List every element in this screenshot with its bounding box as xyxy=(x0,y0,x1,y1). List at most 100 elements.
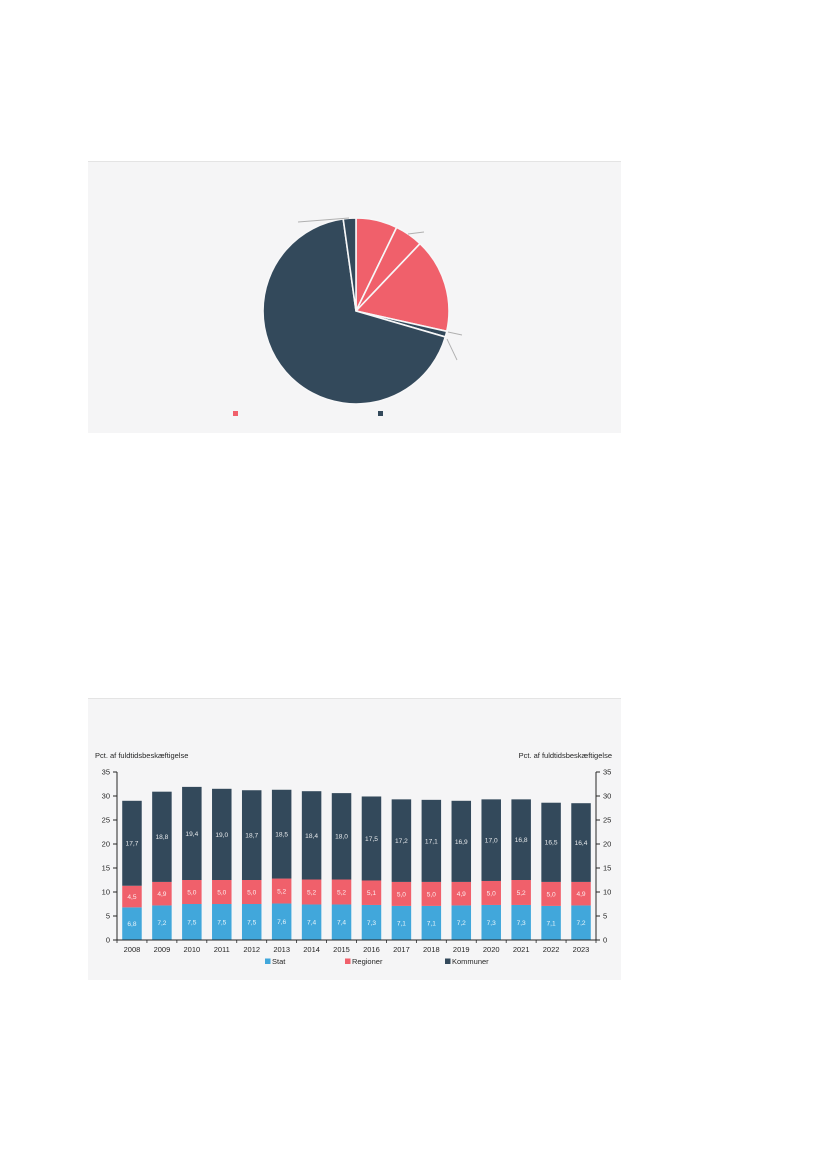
bar-segment-stat-2020 xyxy=(481,904,501,940)
bar-segment-stat-2019 xyxy=(451,905,472,940)
bar-value-label: 17,7 xyxy=(126,841,139,848)
bar-value-label: 7,2 xyxy=(457,920,466,927)
bar-value-label: 4,9 xyxy=(157,891,166,898)
bar-segment-stat-2014 xyxy=(301,904,322,940)
bar-value-label: 5,0 xyxy=(487,890,496,897)
bar-segment-regioner-2023 xyxy=(571,881,591,906)
y-tick-label-left: 15 xyxy=(102,864,110,873)
y-axis-title-right: Pct. af fuldtidsbeskæftigelse xyxy=(518,751,612,760)
bar-value-label: 7,1 xyxy=(397,920,406,927)
y-axis-title-left: Pct. af fuldtidsbeskæftigelse xyxy=(95,751,189,760)
bar-segment-stat-2017 xyxy=(391,905,412,940)
bar-segment-stat-2021 xyxy=(511,904,531,940)
bar-value-label: 5,1 xyxy=(367,890,376,897)
bar-value-label: 16,5 xyxy=(545,840,558,847)
y-tick-label-right: 35 xyxy=(603,768,611,777)
y-tick-label-right: 15 xyxy=(603,864,611,873)
pie-slice xyxy=(355,242,450,333)
x-tick-label: 2022 xyxy=(543,945,560,954)
pie-legend-marker-dark xyxy=(378,411,383,416)
bar-value-label: 5,0 xyxy=(247,889,256,896)
x-tick-label: 2018 xyxy=(423,945,440,954)
bar-segment-kommuner-2018 xyxy=(421,799,442,882)
bar-value-label: 7,3 xyxy=(517,920,526,927)
y-tick-label-right: 5 xyxy=(603,912,607,921)
pie-slice xyxy=(262,218,447,405)
y-tick-label-left: 10 xyxy=(102,888,110,897)
legend-label-kommuner: Kommuner xyxy=(452,957,489,966)
bar-value-label: 7,3 xyxy=(487,920,496,927)
bar-value-label: 6,8 xyxy=(127,921,136,928)
bar-segment-regioner-2013 xyxy=(271,878,292,904)
bar-segment-regioner-2010 xyxy=(182,880,202,904)
bar-segment-kommuner-2023 xyxy=(571,803,591,882)
bar-segment-stat-2016 xyxy=(361,904,382,940)
pie-chart xyxy=(233,217,463,416)
bar-segment-regioner-2016 xyxy=(361,880,382,905)
x-tick-label: 2020 xyxy=(483,945,500,954)
bar-segment-kommuner-2016 xyxy=(361,796,382,881)
pie-leader-line xyxy=(446,338,458,361)
pie-leader-line xyxy=(447,331,463,336)
legend-label-stat: Stat xyxy=(272,957,286,966)
bar-segment-stat-2023 xyxy=(571,905,591,940)
x-tick-label: 2009 xyxy=(154,945,171,954)
bar-value-label: 19,0 xyxy=(215,832,228,839)
bar-value-label: 7,4 xyxy=(307,920,316,927)
y-tick-label-right: 20 xyxy=(603,840,611,849)
bar-value-label: 5,2 xyxy=(517,890,526,897)
bar-segment-regioner-2017 xyxy=(391,881,412,906)
y-tick-label-left: 20 xyxy=(102,840,110,849)
bar-value-label: 17,1 xyxy=(425,838,438,845)
x-tick-label: 2014 xyxy=(303,945,320,954)
bar-value-label: 17,0 xyxy=(485,838,498,845)
bar-value-label: 7,5 xyxy=(247,919,256,926)
legend-marker-regioner xyxy=(345,958,351,964)
pie-leader-line xyxy=(297,217,350,223)
bar-value-label: 16,9 xyxy=(455,839,468,846)
y-tick-label-left: 30 xyxy=(102,792,110,801)
bar-value-label: 5,0 xyxy=(547,891,556,898)
bar-segment-kommuner-2022 xyxy=(541,802,561,882)
bar-value-label: 5,2 xyxy=(337,889,346,896)
bar-segment-kommuner-2010 xyxy=(182,786,202,880)
legend-marker-kommuner xyxy=(445,958,451,964)
bar-chart-panel: Pct. af fuldtidsbeskæftigelse Pct. af fu… xyxy=(88,698,621,980)
bar-value-label: 18,7 xyxy=(245,833,258,840)
bar-segment-kommuner-2021 xyxy=(511,799,531,880)
bar-value-label: 18,5 xyxy=(275,832,288,839)
bar-segment-kommuner-2009 xyxy=(152,791,172,882)
bar-value-label: 7,5 xyxy=(217,919,226,926)
legend-label-regioner: Regioner xyxy=(352,957,383,966)
bar-value-label: 7,1 xyxy=(547,920,556,927)
bar-segment-kommuner-2014 xyxy=(301,791,322,880)
bar-segment-stat-2018 xyxy=(421,905,442,940)
bar-value-label: 4,9 xyxy=(457,891,466,898)
x-tick-label: 2019 xyxy=(453,945,470,954)
bar-value-label: 7,2 xyxy=(576,920,585,927)
bar-value-label: 7,4 xyxy=(337,920,346,927)
y-tick-label-right: 0 xyxy=(603,936,607,945)
bar-value-label: 17,5 xyxy=(365,836,378,843)
bar-segment-regioner-2019 xyxy=(451,881,472,906)
bar-segment-kommuner-2013 xyxy=(271,789,292,879)
x-tick-label: 2012 xyxy=(243,945,260,954)
bar-segment-kommuner-2019 xyxy=(451,800,472,882)
pie-leader-line xyxy=(407,231,425,235)
bar-value-label: 7,6 xyxy=(277,919,286,926)
x-tick-label: 2013 xyxy=(273,945,290,954)
bar-segment-regioner-2012 xyxy=(241,880,262,904)
bar-segment-stat-2008 xyxy=(122,907,142,940)
bar-segment-regioner-2021 xyxy=(511,880,531,905)
bar-segment-kommuner-2015 xyxy=(331,793,352,880)
x-tick-label: 2016 xyxy=(363,945,380,954)
bar-value-label: 18,0 xyxy=(335,834,348,841)
y-tick-label-right: 30 xyxy=(603,792,611,801)
bar-value-label: 18,4 xyxy=(305,833,318,840)
bar-segment-stat-2013 xyxy=(271,903,292,940)
x-tick-label: 2017 xyxy=(393,945,410,954)
bar-value-label: 4,9 xyxy=(576,891,585,898)
x-tick-label: 2010 xyxy=(183,945,200,954)
